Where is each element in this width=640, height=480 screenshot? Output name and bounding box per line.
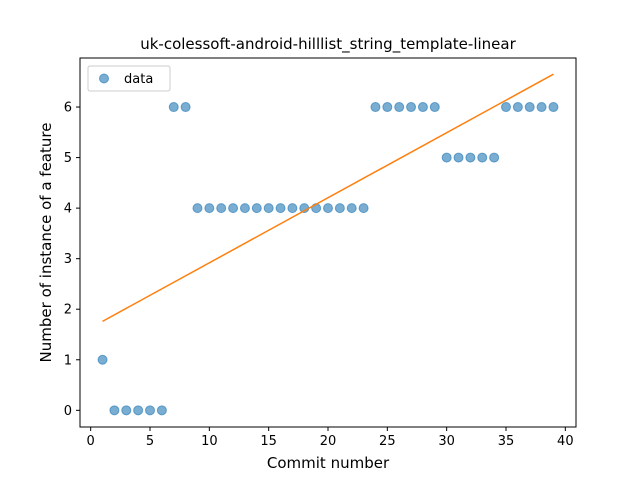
x-tick-label: 0 <box>87 434 95 449</box>
data-point <box>346 203 357 214</box>
plot-layer <box>97 73 559 416</box>
data-point <box>417 102 428 113</box>
data-point <box>121 405 132 416</box>
legend-marker <box>99 73 109 84</box>
data-point <box>489 152 500 163</box>
data-point <box>323 203 333 214</box>
x-tick-label: 35 <box>498 434 515 449</box>
y-tick-label: 0 <box>64 404 72 419</box>
x-axis-label: Commit number <box>267 454 390 472</box>
legend-entry-label: data <box>124 72 153 87</box>
data-point <box>512 102 523 113</box>
plot-frame <box>79 57 577 428</box>
trend-line <box>102 73 554 323</box>
data-point <box>275 203 286 214</box>
data-point <box>180 102 191 113</box>
x-tick-label: 15 <box>260 434 277 449</box>
y-tick-label: 6 <box>64 101 72 116</box>
data-point <box>204 203 215 214</box>
x-tick-label: 10 <box>201 434 218 449</box>
data-point <box>382 102 393 113</box>
data-point <box>263 203 274 214</box>
data-point <box>370 102 381 113</box>
x-tick-label: 5 <box>146 434 154 449</box>
data-point <box>524 102 535 113</box>
data-point <box>358 203 369 214</box>
data-point <box>156 405 167 416</box>
data-point <box>228 203 239 214</box>
y-axis: 0 1 2 3 4 5 6 <box>64 101 80 419</box>
x-tick-label: 20 <box>320 434 337 449</box>
data-point <box>145 405 156 416</box>
chart-title: uk-colessoft-android-hilllist_string_tem… <box>140 35 516 54</box>
data-point <box>500 102 511 113</box>
y-tick-label: 1 <box>64 353 72 368</box>
data-point <box>453 152 464 163</box>
x-tick-label: 30 <box>438 434 455 449</box>
x-axis: 0 5 10 15 20 25 30 35 40 <box>87 427 574 449</box>
data-point <box>334 203 345 214</box>
legend-box <box>87 65 171 92</box>
x-tick-label: 25 <box>379 434 396 449</box>
y-tick-label: 3 <box>64 252 72 267</box>
data-point <box>406 102 417 113</box>
y-tick-label: 2 <box>64 303 72 318</box>
data-point <box>239 203 250 214</box>
data-point <box>216 203 227 214</box>
y-axis-label: Number of instance of a feature <box>37 123 55 363</box>
data-point <box>429 102 440 113</box>
data-point <box>548 102 559 113</box>
data-point <box>168 102 179 113</box>
y-tick-label: 4 <box>64 202 72 217</box>
data-point <box>109 405 120 416</box>
data-point <box>251 203 262 214</box>
data-point <box>192 203 203 214</box>
data-point <box>287 203 298 214</box>
data-point <box>477 152 488 163</box>
legend: data <box>87 65 171 92</box>
data-point <box>97 354 108 365</box>
data-point <box>441 152 452 163</box>
x-tick-label: 40 <box>557 434 574 449</box>
data-point <box>394 102 405 113</box>
data-point <box>536 102 547 113</box>
data-point <box>133 405 144 416</box>
y-tick-label: 5 <box>64 151 72 166</box>
data-point <box>465 152 476 163</box>
